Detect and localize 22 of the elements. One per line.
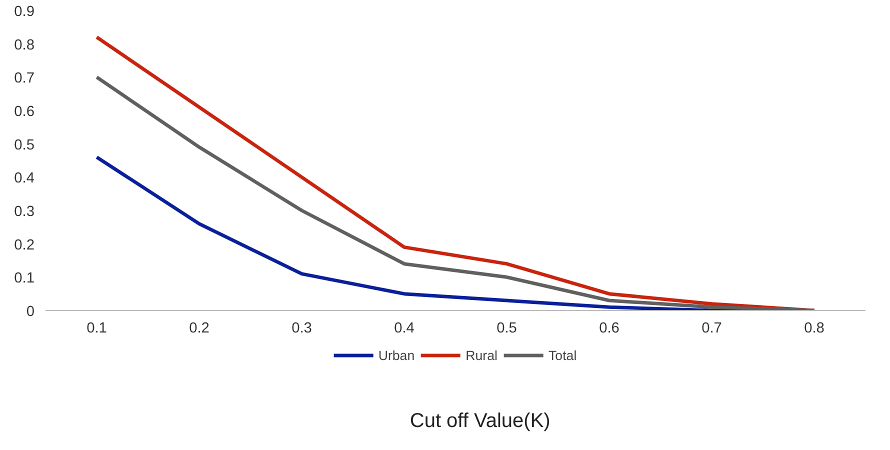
- y-tick-label: 0.2: [14, 237, 34, 254]
- x-tick-label: 0.8: [804, 320, 824, 336]
- y-tick-label: 0.5: [14, 137, 34, 154]
- y-tick-label: 0.6: [14, 104, 34, 120]
- x-tick-label: 0.1: [86, 320, 107, 336]
- y-tick-label: 0.7: [14, 70, 34, 87]
- x-tick-label: 0.2: [189, 320, 210, 336]
- y-tick-label: 0.8: [14, 37, 34, 54]
- x-tick-label: 0.7: [702, 320, 722, 336]
- y-tick-label: 0.4: [14, 170, 34, 187]
- x-tick-label: 0.5: [496, 320, 517, 336]
- x-tick-label: 0.4: [394, 320, 414, 336]
- y-tick-label: 0.3: [14, 204, 34, 220]
- x-axis-title: Cut off Value(K): [410, 410, 550, 432]
- y-tick-label: 0.9: [14, 4, 34, 20]
- legend-label: Total: [548, 348, 577, 362]
- x-tick-label: 0.3: [292, 320, 312, 336]
- legend-label: Urban: [378, 348, 415, 362]
- x-tick-label: 0.6: [599, 320, 620, 336]
- y-tick-label: 0.1: [14, 270, 34, 287]
- legend-label: Rural: [466, 348, 498, 362]
- y-tick-label: 0: [26, 304, 35, 320]
